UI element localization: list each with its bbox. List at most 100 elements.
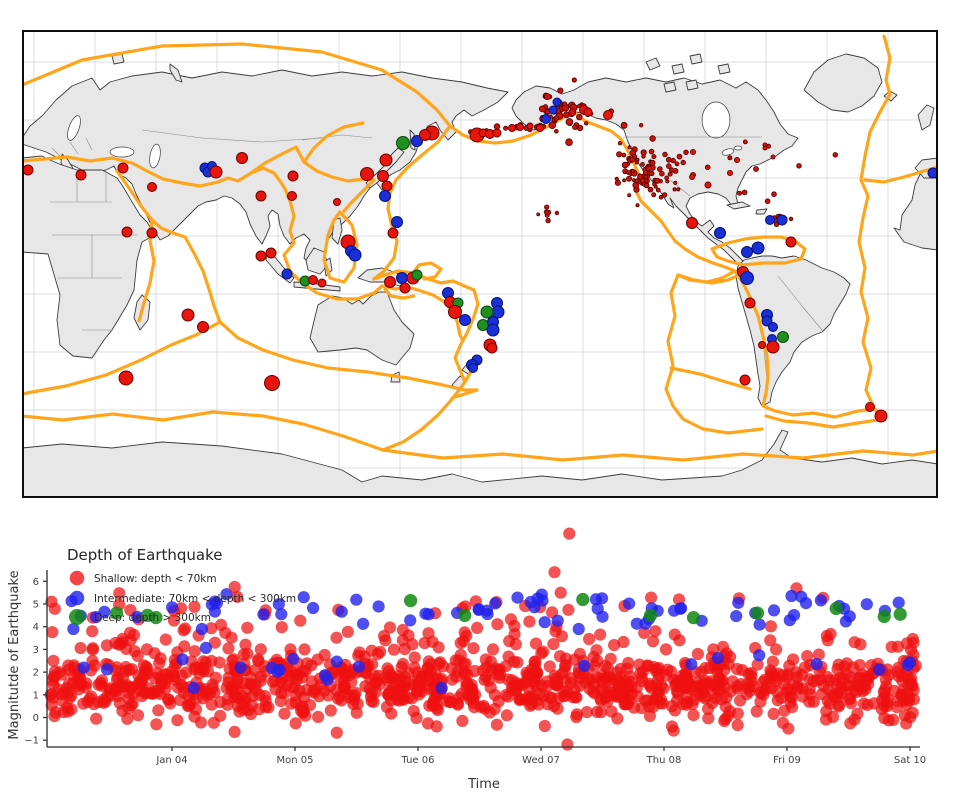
scatter-point-shallow bbox=[558, 665, 571, 678]
scatter-point-intermediate bbox=[783, 614, 796, 627]
map-lakes bbox=[67, 101, 743, 169]
map-earthquake-dot bbox=[287, 170, 299, 182]
plate-boundary bbox=[764, 414, 879, 429]
landmass bbox=[21, 155, 156, 359]
scatter-point-shallow bbox=[486, 643, 500, 656]
landmass bbox=[663, 81, 677, 93]
map-earthquake-dot bbox=[448, 305, 462, 319]
scatter-point-shallow bbox=[171, 714, 184, 727]
map-earthquake-dot bbox=[387, 227, 399, 239]
scatter-point-shallow bbox=[384, 668, 397, 681]
plate-boundary bbox=[372, 124, 452, 281]
scatter-point-shallow bbox=[829, 674, 842, 687]
scatter-point-shallow bbox=[877, 685, 891, 699]
scatter-point-shallow bbox=[722, 658, 735, 671]
scatter-point-shallow bbox=[602, 685, 615, 698]
scatter-point-shallow bbox=[509, 638, 522, 651]
map-earthquake-dot-small bbox=[622, 178, 626, 183]
map-earthquake-dot bbox=[377, 170, 389, 182]
scatter-point-shallow bbox=[734, 694, 747, 707]
scatter-point-shallow bbox=[735, 678, 748, 691]
scatter-point-shallow bbox=[86, 625, 99, 638]
scatter-point-shallow bbox=[322, 689, 335, 702]
map-country-borders bbox=[50, 129, 823, 391]
scatter-point-shallow-notable bbox=[563, 527, 576, 540]
scatter-point-intermediate bbox=[187, 681, 200, 695]
scatter-point-deep bbox=[110, 606, 124, 620]
scatter-point-intermediate bbox=[176, 653, 189, 666]
scatter-point-intermediate bbox=[810, 658, 823, 671]
scatter-point-shallow bbox=[906, 632, 920, 646]
scatter-point-shallow bbox=[396, 634, 409, 647]
map-earthquake-dot-small bbox=[665, 163, 672, 169]
scatter-point-shallow bbox=[47, 654, 60, 667]
map-earthquake-dot bbox=[486, 342, 498, 354]
map-earthquake-dot-small bbox=[648, 148, 655, 155]
scatter-point-shallow bbox=[312, 710, 325, 723]
country-border bbox=[141, 129, 323, 143]
map-earthquake-dot bbox=[255, 250, 267, 262]
scatter-point-shallow bbox=[87, 697, 100, 711]
map-land bbox=[21, 53, 939, 499]
map-earthquake-dot-small bbox=[670, 157, 676, 164]
scatter-point-shallow bbox=[293, 684, 306, 697]
scatter-point-shallow bbox=[330, 726, 343, 739]
magnitude-time-scatter: 6 5 4 3 2 1 0 −1 Jan 04 Mon 05 Tue 06 Wed 07 Thu 08 F… bbox=[7, 527, 926, 792]
scatter-point-shallow bbox=[427, 672, 441, 685]
scatter-point-shallow bbox=[259, 700, 272, 713]
landmass bbox=[21, 429, 939, 499]
y-tick-label: 0 bbox=[33, 713, 39, 724]
scatter-point-shallow bbox=[167, 614, 181, 627]
scatter-point-shallow bbox=[821, 695, 834, 708]
scatter-point-shallow bbox=[649, 625, 662, 638]
legend-label-deep: Deep: depth > 300km bbox=[94, 612, 211, 624]
landmass bbox=[671, 63, 685, 75]
scatter-point-shallow bbox=[118, 680, 131, 693]
landmass bbox=[645, 57, 661, 71]
map-earthquake-dot bbox=[287, 191, 297, 201]
map-earthquake-dot-small bbox=[672, 187, 677, 192]
map-earthquake-dot-small bbox=[565, 138, 573, 146]
map-earthquake-dot-small bbox=[548, 121, 556, 129]
plate-boundary bbox=[726, 427, 764, 435]
map-earthquake-dot-small bbox=[621, 161, 629, 169]
scatter-point-shallow bbox=[135, 675, 148, 688]
scatter-point-intermediate bbox=[297, 591, 310, 604]
map-earthquake-dot bbox=[255, 190, 267, 202]
scatter-points bbox=[44, 527, 922, 751]
scatter-point-shallow bbox=[742, 667, 755, 680]
scatter-point-shallow bbox=[561, 738, 574, 751]
scatter-point-shallow bbox=[231, 590, 244, 603]
scatter-point-deep bbox=[149, 611, 163, 625]
scatter-point-intermediate bbox=[77, 661, 90, 674]
scatter-point-shallow bbox=[228, 725, 241, 738]
map-earthquake-dot bbox=[121, 226, 133, 238]
scatter-point-deep bbox=[643, 608, 658, 622]
scatter-point-shallow bbox=[594, 628, 607, 641]
map-earthquake-dot bbox=[603, 110, 613, 120]
plate-boundary bbox=[322, 210, 359, 284]
map-earthquake-dot bbox=[396, 136, 410, 150]
scatter-point-shallow bbox=[387, 643, 401, 656]
scatter-point-shallow bbox=[364, 690, 377, 703]
scatter-point-shallow bbox=[613, 681, 626, 694]
scatter-point-intermediate bbox=[67, 622, 80, 636]
map-earthquake-dot bbox=[459, 314, 471, 326]
scatter-point-shallow bbox=[764, 620, 778, 633]
scatter-point-shallow bbox=[508, 628, 521, 641]
map-earthquake-dot-small bbox=[544, 204, 550, 210]
map-earthquake-dot bbox=[75, 169, 87, 181]
scatter-point-shallow bbox=[891, 665, 904, 678]
scatter-point-shallow bbox=[205, 698, 218, 711]
map-earthquake-dot bbox=[399, 282, 411, 294]
landmass bbox=[717, 63, 731, 75]
scatter-point-shallow bbox=[445, 696, 458, 709]
scatter-point-shallow bbox=[358, 650, 371, 663]
scatter-point-shallow bbox=[47, 678, 60, 691]
map-earthquake-dot bbox=[118, 370, 134, 386]
scatter-point-deep bbox=[458, 608, 472, 622]
map-earthquake-dot-small bbox=[832, 152, 838, 158]
scatter-point-shallow bbox=[621, 662, 634, 675]
scatter-point-intermediate bbox=[511, 591, 524, 604]
map-earthquake-dot bbox=[785, 236, 797, 248]
